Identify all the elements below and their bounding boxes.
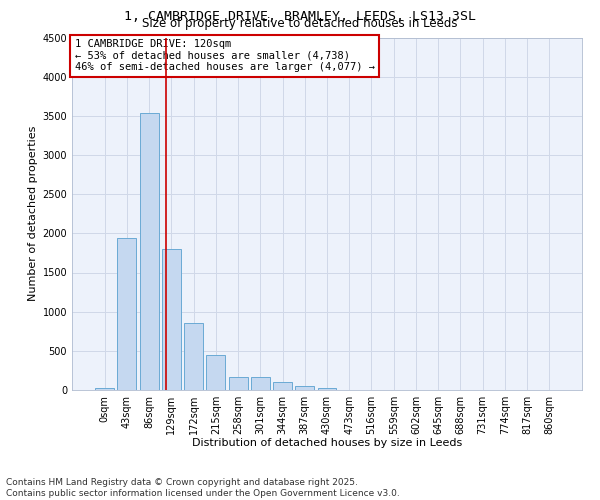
Bar <box>95 388 114 390</box>
Bar <box>229 377 248 390</box>
Bar <box>251 378 270 390</box>
Bar <box>273 382 292 390</box>
Text: Contains HM Land Registry data © Crown copyright and database right 2025.
Contai: Contains HM Land Registry data © Crown c… <box>6 478 400 498</box>
Bar <box>206 355 225 390</box>
Text: 1, CAMBRIDGE DRIVE, BRAMLEY, LEEDS, LS13 3SL: 1, CAMBRIDGE DRIVE, BRAMLEY, LEEDS, LS13… <box>124 10 476 23</box>
X-axis label: Distribution of detached houses by size in Leeds: Distribution of detached houses by size … <box>192 438 462 448</box>
Text: Size of property relative to detached houses in Leeds: Size of property relative to detached ho… <box>142 18 458 30</box>
Bar <box>295 386 314 390</box>
Bar <box>118 238 136 390</box>
Text: 1 CAMBRIDGE DRIVE: 120sqm
← 53% of detached houses are smaller (4,738)
46% of se: 1 CAMBRIDGE DRIVE: 120sqm ← 53% of detac… <box>74 40 374 72</box>
Y-axis label: Number of detached properties: Number of detached properties <box>28 126 38 302</box>
Bar <box>162 249 181 390</box>
Bar <box>140 114 158 390</box>
Bar <box>184 324 203 390</box>
Bar <box>317 388 337 390</box>
